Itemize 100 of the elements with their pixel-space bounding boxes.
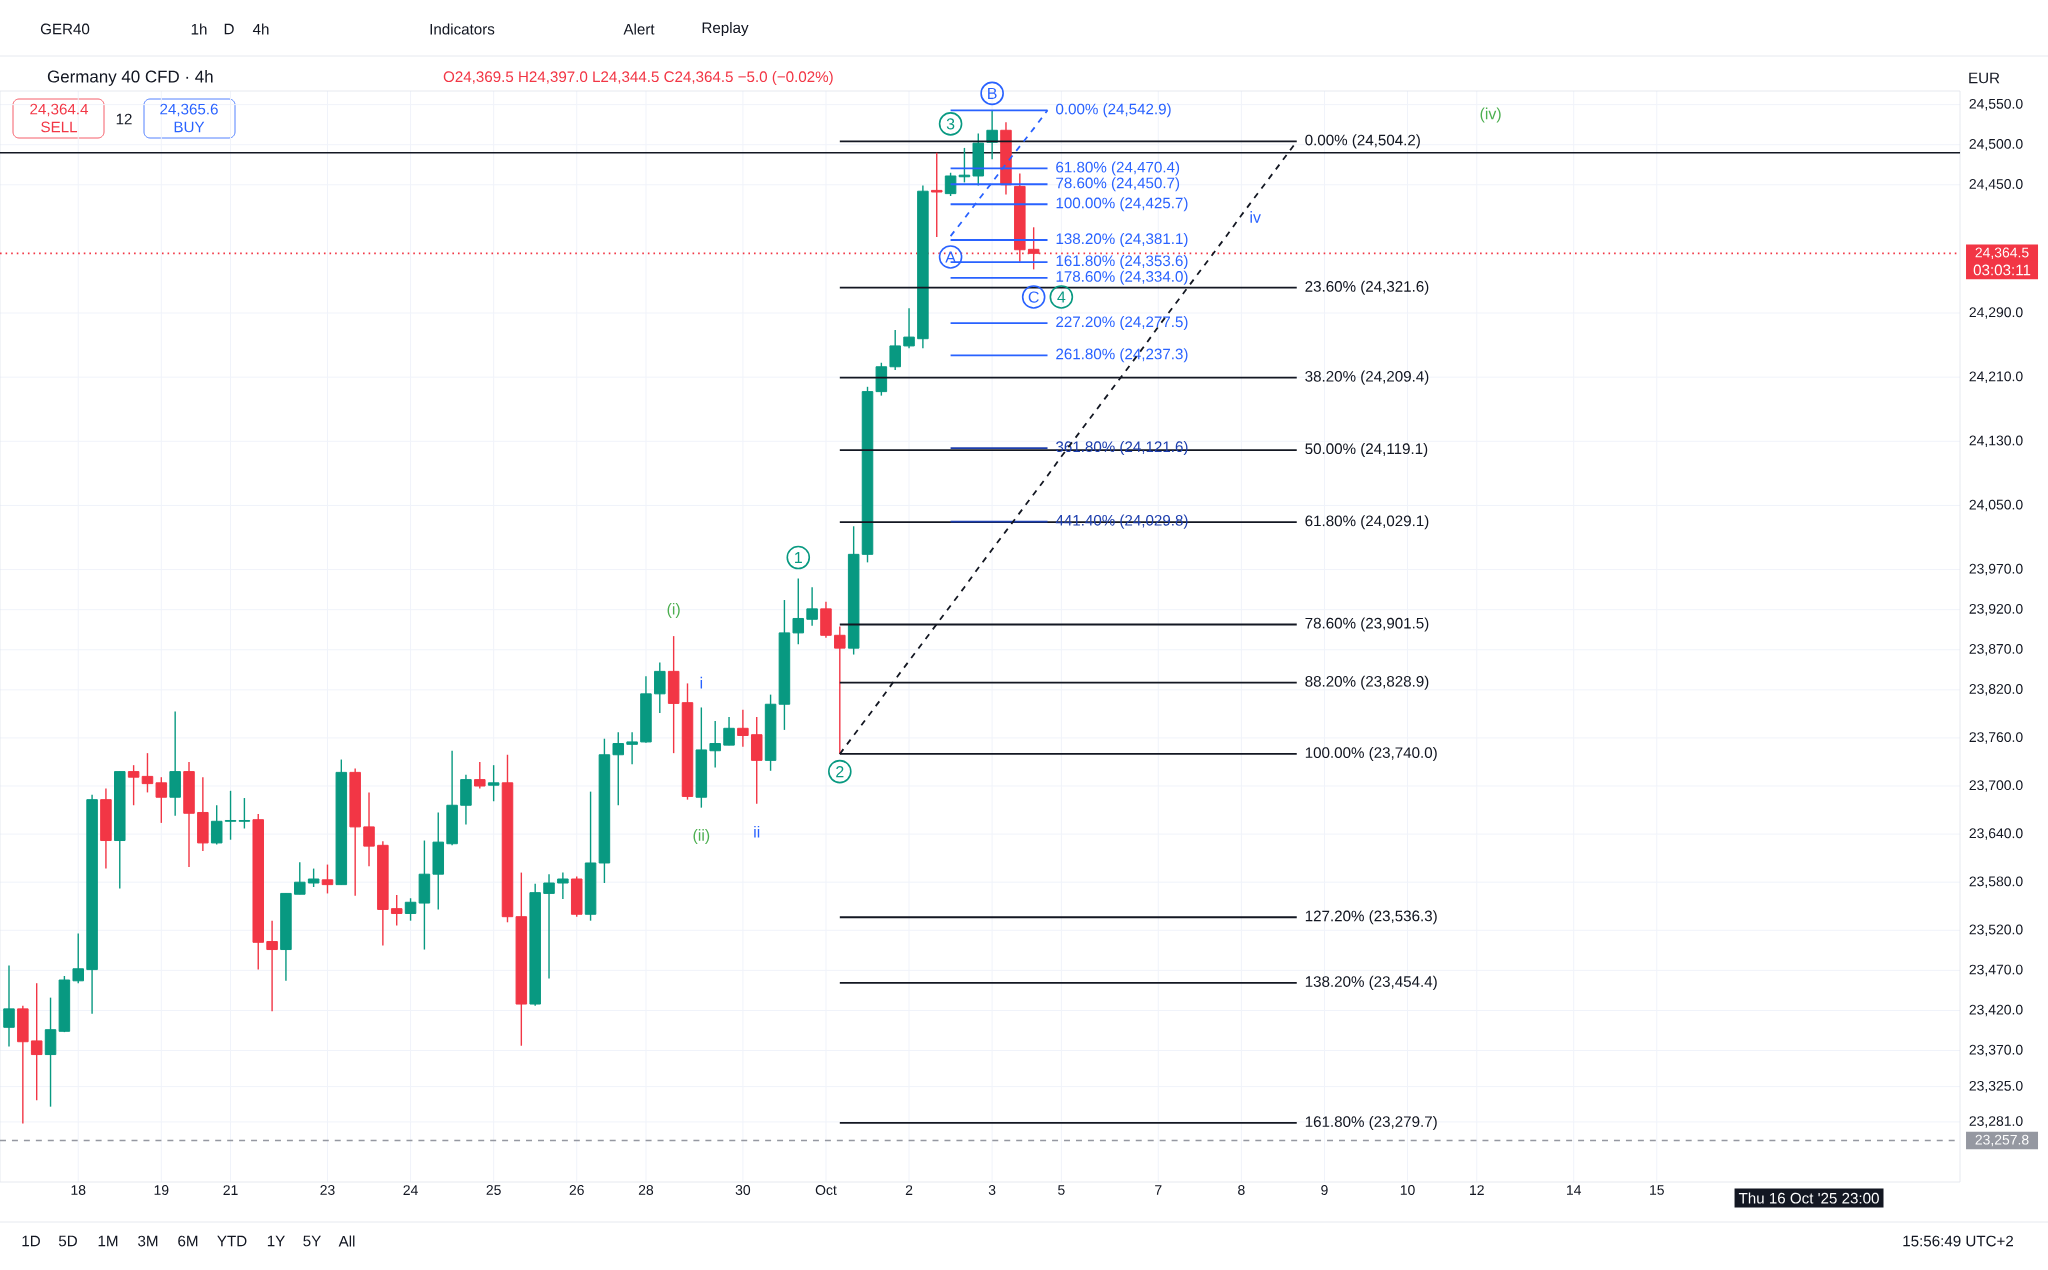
x-tick-label: 19 [154,1185,169,1195]
y-tick-label: 23,820.0 [1969,684,2023,696]
candlestick [141,752,154,794]
candlestick [1027,226,1040,271]
x-tick-label: Oct [815,1185,837,1195]
series-label: 23.60% (24,321.6) [1305,280,1429,295]
annotation: 24,364.4 [30,103,89,117]
annotation: ii [754,825,760,838]
candlestick [390,894,403,927]
y-tick-label: 23,520.0 [1969,924,2023,937]
text: D [224,23,234,35]
series-label: 100.00% (24,425.7) [1056,197,1188,212]
candlestick [654,661,666,714]
chart-subtitle: O24,369.5 H24,397.0 L24,344.5 C24,364.5 −5.0 (−0.02%) [443,70,833,86]
annotation: (iv) [1480,107,1501,123]
x-tick-label: 18 [71,1185,86,1195]
candlestick [363,791,375,867]
candlestick [723,716,735,746]
candlestick [737,709,749,748]
y-tick-label: 23,920.0 [1969,603,2023,616]
series-label: 227.20% (24,277.5) [1056,316,1188,331]
text: 6M [178,1235,198,1247]
annotation: i [700,676,703,689]
series-label: 100.00% (23,740.0) [1305,746,1437,761]
x-tick-label: 10 [1400,1185,1415,1195]
x-tick-label: 8 [1238,1185,1245,1195]
annotation: (i) [667,603,680,618]
candlestick [224,790,237,841]
y-tick-label: 23,700.0 [1969,780,2023,792]
text: 5Y [303,1235,321,1247]
candlestick [944,172,957,197]
y-tick-label: 24,550.0 [1969,98,2023,111]
text: 3M [138,1235,158,1247]
annotation: iv [1250,211,1261,223]
candlestick [557,871,569,900]
y-tick-label: 23,640.0 [1969,828,2023,840]
candlestick [806,586,818,627]
y-tick-label: 23,325.0 [1969,1080,2023,1093]
y-tick-label: 24,050.0 [1969,499,2023,512]
text: EUR [1969,72,2000,84]
x-tick-label: 5 [1058,1185,1065,1195]
annotation: 1 [795,552,802,564]
text: Thu 16 Oct '25 23:00 [1738,1192,1879,1204]
series-label: 0.00% (24,504.2) [1305,134,1420,149]
candlestick [709,720,721,769]
y-tick-label: 23,470.0 [1969,964,2023,977]
text: Replay [702,21,749,37]
y-tick-label: 24,210.0 [1969,371,2023,383]
candlestick [127,764,140,806]
x-tick-label: 30 [735,1185,751,1195]
series-label: 261.80% (24,237.3) [1056,348,1188,363]
y-tick-label: 23,870.0 [1969,643,2023,656]
text: 15:56:49 UTC+2 [1903,1235,2014,1247]
annotation: (ii) [693,829,710,844]
candlestick [792,577,805,645]
text: 4h [252,23,269,35]
candlestick [487,764,500,802]
ref-line-label: 24,364.5 [1975,247,2029,260]
candlestick [612,731,625,806]
annotation: 3 [946,118,955,130]
series-label: 0.00% (24,542.9) [1056,103,1171,118]
series-label: 50.00% (24,119.1) [1305,443,1428,458]
x-tick-label: 26 [569,1185,584,1195]
annotation: 4 [1057,291,1066,303]
candlestick [834,625,846,755]
annotation: B [988,87,997,99]
x-tick-label: 28 [638,1185,654,1195]
series-label: 61.80% (24,029.1) [1305,515,1429,530]
x-tick-label: 14 [1567,1185,1582,1195]
candlestick [930,152,943,238]
y-tick-label: 24,500.0 [1969,138,2023,151]
text: Indicators [430,23,495,35]
annotation: BUY [174,121,205,133]
text: 1h [191,23,207,35]
y-tick-label: 23,281.0 [1969,1116,2023,1128]
series-label: 138.20% (23,454.4) [1305,975,1437,990]
text: 03:03:11 [1973,264,2031,276]
candlestick [238,797,251,830]
text: 5D [58,1235,77,1247]
y-tick-label: 23,970.0 [1969,563,2023,576]
series-label: 78.60% (23,901.5) [1305,617,1429,632]
annotation: 12 [116,113,132,125]
series-label: 161.80% (23,279.7) [1305,1115,1437,1130]
x-tick-label: 23 [320,1185,335,1195]
candlestick [72,932,84,984]
y-tick-label: 23,420.0 [1969,1004,2023,1017]
ref-line-label: 23,257.8 [1975,1134,2029,1147]
x-tick-label: 9 [1321,1185,1328,1195]
series-label: 88.20% (23,828.9) [1305,675,1429,690]
x-tick-label: 25 [486,1185,501,1195]
text: 1Y [267,1235,285,1247]
chart-title: Germany 40 CFD · 4h [47,70,213,86]
x-tick-label: 24 [403,1185,418,1195]
candlestick [155,776,168,824]
text: 1D [22,1235,40,1247]
text: GER40 [40,23,90,35]
candlestick [30,982,43,1101]
candlestick [626,731,638,766]
series-label: 38.20% (24,209.4) [1305,370,1429,385]
text: All [338,1235,355,1247]
